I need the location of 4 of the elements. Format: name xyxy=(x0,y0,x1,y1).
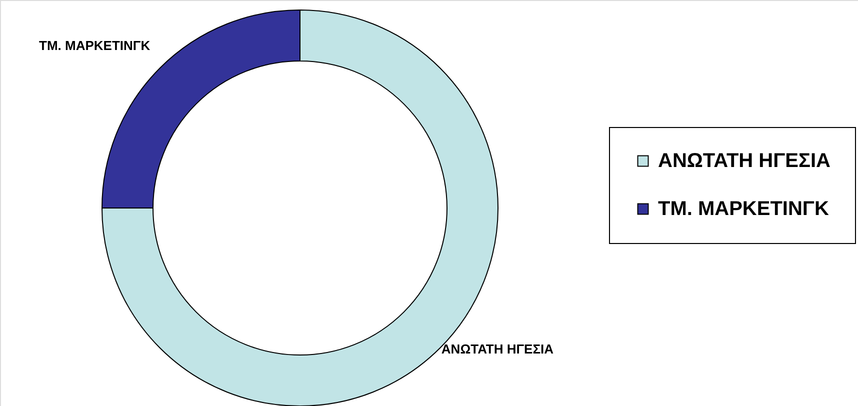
slice-label: ΤΜ. ΜΑΡΚΕΤΙΝΓΚ xyxy=(39,38,151,54)
legend-label: ΑΝΩΤΑΤΗ ΗΓΕΣΙΑ xyxy=(658,150,830,172)
slice-label: ΑΝΩΤΑΤΗ ΗΓΕΣΙΑ xyxy=(441,341,554,356)
legend-label: ΤΜ. ΜΑΡΚΕΤΙΝΓΚ xyxy=(658,198,830,220)
